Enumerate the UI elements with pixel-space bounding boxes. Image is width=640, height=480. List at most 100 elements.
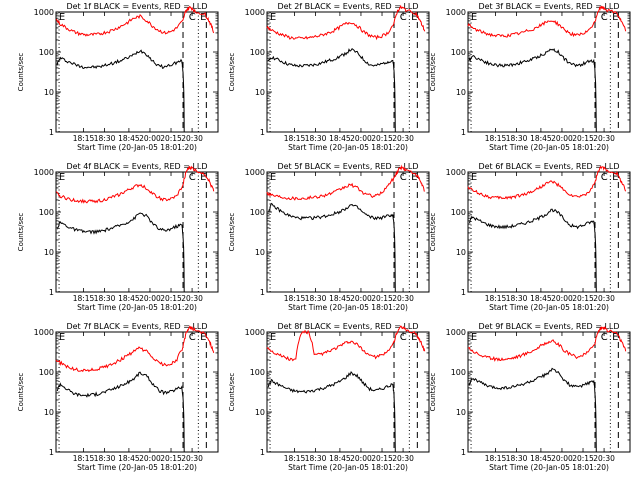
marker-e-left: E xyxy=(270,332,276,343)
y-tick-label: 10 xyxy=(255,408,265,417)
y-axis-label: Counts/sec xyxy=(17,53,25,92)
marker-c: C xyxy=(601,172,608,183)
x-tick-label: 18:45 xyxy=(118,134,140,143)
series-line-events xyxy=(468,208,597,293)
x-tick-label: 20:15 xyxy=(160,134,182,143)
chart-panel-4: Det 4f BLACK = Events, RED = LLD 1 10 100 10… xyxy=(17,162,219,312)
y-tick-label: 100 xyxy=(451,368,466,377)
series-line-events xyxy=(267,47,396,133)
marker-e-left: E xyxy=(471,172,477,183)
chart-panel-6: Det 6f BLACK = Events, RED = LLD 1 10 100 10… xyxy=(429,162,631,312)
x-axis-label: Start Time (20-Jan-05 18:01:20) xyxy=(288,143,408,152)
x-tick-label: 20:30 xyxy=(593,294,615,303)
marker-e-left: E xyxy=(471,12,477,23)
marker-c: C xyxy=(400,332,407,343)
y-tick-label: 100 xyxy=(250,368,265,377)
x-axis-label: Start Time (20-Jan-05 18:01:20) xyxy=(489,463,609,472)
x-tick-label: 18:30 xyxy=(94,294,116,303)
marker-e: E xyxy=(200,12,206,23)
y-tick-label: 1 xyxy=(49,288,54,297)
x-tick-label: 20:15 xyxy=(160,294,182,303)
x-tick-label: 20:30 xyxy=(392,134,414,143)
y-tick-label: 1 xyxy=(461,448,466,457)
chart-title: Det 9f BLACK = Events, RED = LLD xyxy=(478,322,619,331)
series-line-lld xyxy=(467,5,627,38)
series-line-lld xyxy=(266,325,426,362)
x-tick-label: 20:00 xyxy=(139,134,161,143)
y-tick-label: 10 xyxy=(44,88,54,97)
y-tick-label: 1 xyxy=(260,128,265,137)
plot-frame xyxy=(266,171,430,293)
y-tick-label: 1 xyxy=(461,128,466,137)
x-axis-label: Start Time (20-Jan-05 18:01:20) xyxy=(489,143,609,152)
x-tick-label: 18:30 xyxy=(506,134,528,143)
marker-c: C xyxy=(400,172,407,183)
series-line-events xyxy=(56,371,185,453)
x-tick-label: 20:30 xyxy=(593,134,615,143)
x-tick-label: 20:00 xyxy=(551,454,573,463)
marker-c: C xyxy=(400,12,407,23)
y-tick-label: 100 xyxy=(250,48,265,57)
x-tick-label: 20:30 xyxy=(392,454,414,463)
x-tick-label: 20:15 xyxy=(572,454,594,463)
y-tick-label: 1000 xyxy=(34,328,54,337)
chart-title: Det 6f BLACK = Events, RED = LLD xyxy=(478,162,619,171)
y-tick-label: 1000 xyxy=(34,168,54,177)
x-tick-label: 18:15 xyxy=(485,294,507,303)
plot-frame xyxy=(55,171,219,293)
x-tick-label: 20:30 xyxy=(392,294,414,303)
plot-frame xyxy=(55,331,219,453)
y-tick-label: 10 xyxy=(456,88,466,97)
marker-e: E xyxy=(200,332,206,343)
chart-title: Det 2f BLACK = Events, RED = LLD xyxy=(277,2,418,11)
x-tick-label: 18:15 xyxy=(485,454,507,463)
x-tick-label: 18:30 xyxy=(94,134,116,143)
marker-e: E xyxy=(612,12,618,23)
series-line-events xyxy=(468,48,597,133)
y-axis-label: Counts/sec xyxy=(429,373,437,412)
marker-e-left: E xyxy=(270,12,276,23)
y-tick-label: 10 xyxy=(255,88,265,97)
plot-frame xyxy=(55,11,219,133)
chart-panel-9: Det 9f BLACK = Events, RED = LLD 1 10 100 10… xyxy=(429,322,631,472)
x-tick-label: 18:15 xyxy=(284,454,306,463)
series-line-lld xyxy=(467,325,627,362)
y-axis-label: Counts/sec xyxy=(17,373,25,412)
marker-e: E xyxy=(612,172,618,183)
y-tick-label: 1000 xyxy=(446,328,466,337)
marker-e-left: E xyxy=(59,332,65,343)
y-tick-label: 1 xyxy=(260,288,265,297)
x-tick-label: 20:00 xyxy=(350,294,372,303)
chart-title: Det 3f BLACK = Events, RED = LLD xyxy=(478,2,619,11)
marker-c: C xyxy=(189,172,196,183)
series-line-lld xyxy=(55,325,215,373)
plot-frame xyxy=(467,171,631,293)
x-axis-label: Start Time (20-Jan-05 18:01:20) xyxy=(288,303,408,312)
marker-e-left: E xyxy=(59,12,65,23)
y-tick-label: 10 xyxy=(44,408,54,417)
marker-c: C xyxy=(601,12,608,23)
x-tick-label: 20:00 xyxy=(350,134,372,143)
y-tick-label: 100 xyxy=(39,48,54,57)
chart-title: Det 7f BLACK = Events, RED = LLD xyxy=(66,322,207,331)
y-tick-label: 100 xyxy=(451,208,466,217)
series-line-lld xyxy=(55,165,215,204)
x-tick-label: 18:45 xyxy=(329,134,351,143)
plot-frame xyxy=(266,11,430,133)
marker-c: C xyxy=(601,332,608,343)
x-tick-label: 20:00 xyxy=(139,454,161,463)
y-axis-label: Counts/sec xyxy=(429,53,437,92)
y-tick-label: 10 xyxy=(44,248,54,257)
series-line-lld xyxy=(266,164,425,201)
chart-panel-1: Det 1f BLACK = Events, RED = LLD 1 10 100 10… xyxy=(17,2,219,152)
series-line-events xyxy=(267,371,396,453)
x-tick-label: 20:00 xyxy=(551,134,573,143)
y-tick-label: 1 xyxy=(49,448,54,457)
marker-c: C xyxy=(189,12,196,23)
chart-title: Det 8f BLACK = Events, RED = LLD xyxy=(277,322,418,331)
x-tick-label: 18:30 xyxy=(506,454,528,463)
y-axis-label: Counts/sec xyxy=(17,213,25,252)
x-tick-label: 18:45 xyxy=(530,294,552,303)
x-tick-label: 18:45 xyxy=(118,454,140,463)
y-tick-label: 100 xyxy=(250,208,265,217)
